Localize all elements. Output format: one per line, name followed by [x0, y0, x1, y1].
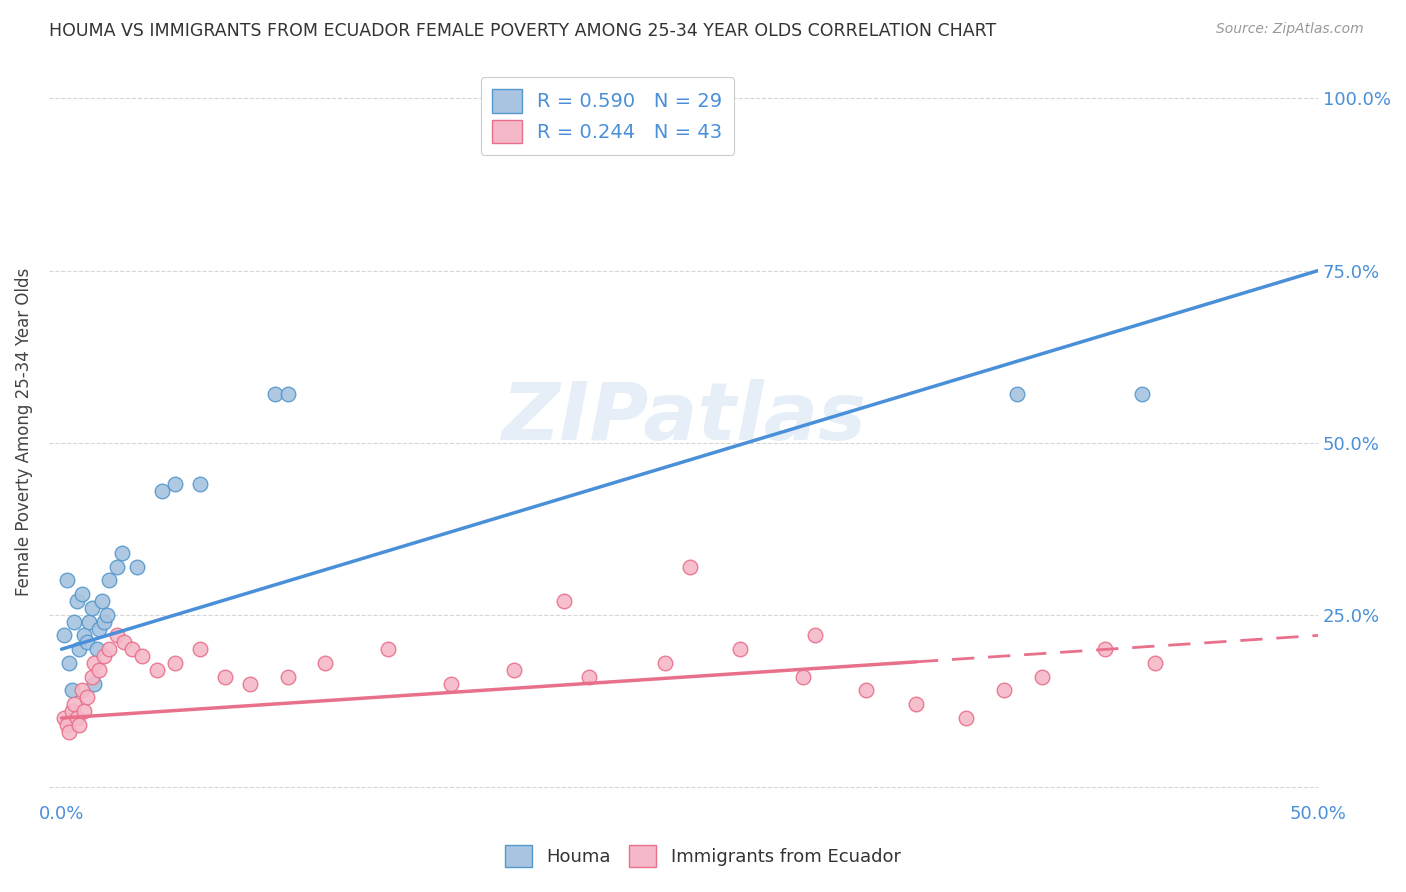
Point [277, 387, 299, 401]
Point [80, 600, 103, 615]
Point [855, 683, 877, 698]
Point [804, 628, 827, 642]
Point [60, 683, 83, 698]
Point [96, 607, 118, 622]
Point [440, 676, 463, 690]
Point [993, 683, 1015, 698]
Point [55, 718, 77, 732]
Point [553, 594, 575, 608]
Point [65, 711, 87, 725]
Point [121, 642, 143, 657]
Point [111, 546, 134, 560]
Point [728, 642, 751, 657]
Legend: Houma, Immigrants from Ecuador: Houma, Immigrants from Ecuador [498, 838, 908, 874]
Text: Source: ZipAtlas.com: Source: ZipAtlas.com [1216, 22, 1364, 37]
Point [105, 628, 128, 642]
Point [93, 615, 115, 629]
Point [77, 615, 100, 629]
Point [150, 483, 173, 498]
Point [105, 559, 128, 574]
Point [86, 642, 108, 657]
Point [377, 642, 399, 657]
Point [76, 690, 98, 705]
Point [112, 635, 135, 649]
Legend: R = 0.590   N = 29, R = 0.244   N = 43: R = 0.590 N = 29, R = 0.244 N = 43 [481, 78, 734, 155]
Point [578, 670, 600, 684]
Point [503, 663, 526, 677]
Point [67, 642, 90, 657]
Point [73, 704, 96, 718]
Point [188, 642, 211, 657]
Point [70, 587, 93, 601]
Point [1143, 656, 1166, 670]
Point [76, 635, 98, 649]
Point [163, 477, 186, 491]
Point [90, 594, 112, 608]
Point [314, 656, 336, 670]
Point [239, 676, 262, 690]
Point [89, 663, 111, 677]
Point [89, 622, 111, 636]
Point [792, 670, 814, 684]
Point [188, 477, 211, 491]
Point [146, 663, 169, 677]
Y-axis label: Female Poverty Among 25-34 Year Olds: Female Poverty Among 25-34 Year Olds [15, 268, 32, 597]
Point [1005, 387, 1028, 401]
Point [67, 718, 90, 732]
Point [63, 698, 86, 712]
Point [98, 574, 121, 588]
Point [58, 656, 80, 670]
Point [58, 724, 80, 739]
Point [70, 683, 93, 698]
Point [1094, 642, 1116, 657]
Point [53, 711, 76, 725]
Point [277, 670, 299, 684]
Point [73, 628, 96, 642]
Point [131, 648, 153, 663]
Point [83, 676, 105, 690]
Point [264, 387, 287, 401]
Point [125, 559, 148, 574]
Point [654, 656, 676, 670]
Point [63, 615, 86, 629]
Point [83, 656, 105, 670]
Point [98, 642, 121, 657]
Point [679, 559, 702, 574]
Point [65, 594, 87, 608]
Point [53, 628, 76, 642]
Point [1130, 387, 1153, 401]
Point [60, 704, 83, 718]
Point [955, 711, 977, 725]
Point [80, 670, 103, 684]
Point [905, 698, 928, 712]
Text: ZIPatlas: ZIPatlas [501, 378, 866, 457]
Point [163, 656, 186, 670]
Text: HOUMA VS IMMIGRANTS FROM ECUADOR FEMALE POVERTY AMONG 25-34 YEAR OLDS CORRELATIO: HOUMA VS IMMIGRANTS FROM ECUADOR FEMALE … [49, 22, 997, 40]
Point [93, 648, 115, 663]
Point [55, 574, 77, 588]
Point [214, 670, 236, 684]
Point [1031, 670, 1053, 684]
